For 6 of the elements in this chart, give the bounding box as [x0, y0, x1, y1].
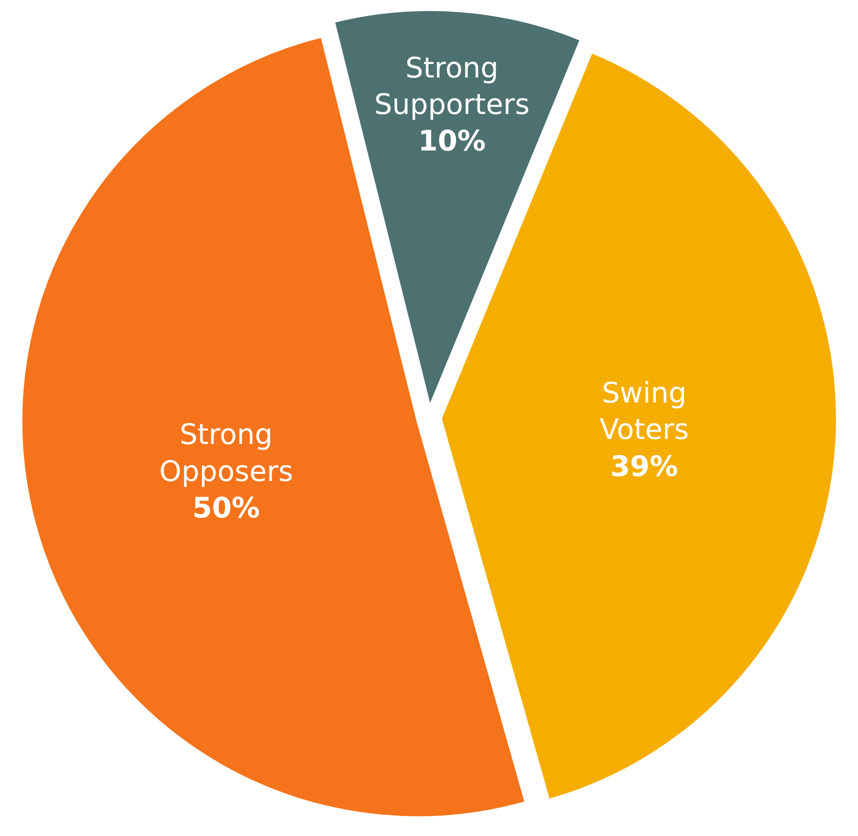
- data-label: 39%: [610, 450, 678, 483]
- slice-label: Swing Voters: [600, 376, 689, 446]
- slice-label: Strong Supporters: [374, 51, 530, 121]
- slice-label: Strong Opposers: [159, 418, 294, 488]
- data-label: 50%: [192, 492, 260, 525]
- data-label: 10%: [418, 124, 486, 158]
